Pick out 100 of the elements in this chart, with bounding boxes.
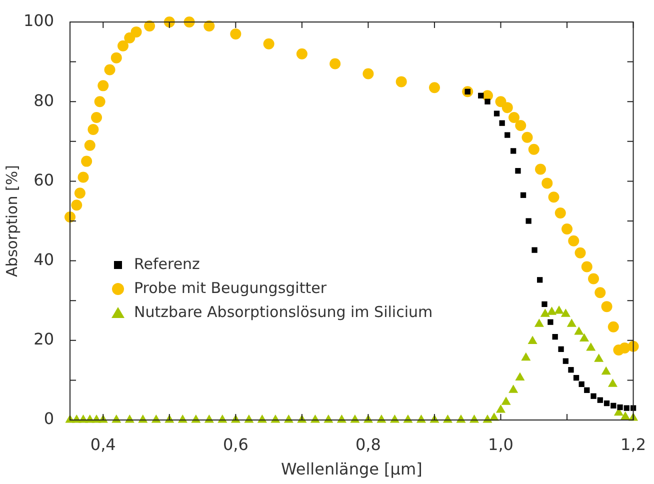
point bbox=[124, 414, 134, 423]
point bbox=[568, 367, 574, 373]
point bbox=[579, 333, 589, 342]
y-tick-label: 0 bbox=[44, 409, 54, 428]
point bbox=[403, 414, 413, 423]
point bbox=[535, 164, 546, 175]
point bbox=[573, 374, 580, 381]
point bbox=[548, 319, 554, 325]
point bbox=[71, 200, 82, 211]
point bbox=[494, 110, 500, 116]
x-axis-title: Wellenlänge [µm] bbox=[280, 460, 422, 479]
point bbox=[542, 178, 553, 189]
point bbox=[620, 411, 630, 420]
point bbox=[204, 414, 214, 423]
y-tick-label: 100 bbox=[23, 11, 54, 30]
point bbox=[604, 400, 610, 406]
x-tick-label: 0,6 bbox=[222, 434, 248, 454]
point bbox=[442, 414, 452, 423]
x-tick-label: 0,4 bbox=[90, 434, 116, 454]
point bbox=[478, 92, 484, 98]
point bbox=[594, 287, 606, 298]
y-axis-title: Absorption [%] bbox=[2, 165, 21, 277]
point bbox=[501, 396, 511, 405]
point bbox=[521, 352, 531, 361]
point bbox=[124, 32, 136, 44]
point bbox=[78, 172, 89, 183]
point bbox=[574, 326, 584, 335]
point bbox=[508, 112, 520, 124]
point bbox=[528, 144, 540, 155]
point bbox=[104, 64, 116, 76]
point bbox=[504, 132, 510, 138]
point bbox=[416, 414, 426, 423]
point bbox=[584, 387, 590, 393]
point bbox=[601, 301, 612, 312]
point bbox=[594, 354, 604, 362]
legend-label: Nutzbare Absorptionslösung im Silicium bbox=[134, 302, 433, 321]
point bbox=[597, 397, 603, 403]
point bbox=[91, 112, 102, 124]
point bbox=[81, 156, 92, 167]
point bbox=[112, 414, 122, 423]
point bbox=[510, 148, 516, 154]
point bbox=[520, 192, 526, 198]
legend-label: Referenz bbox=[134, 254, 200, 273]
point bbox=[590, 393, 596, 399]
point bbox=[230, 28, 242, 40]
point bbox=[515, 168, 521, 174]
point bbox=[574, 247, 586, 258]
point bbox=[191, 414, 201, 423]
point bbox=[151, 414, 161, 423]
point bbox=[257, 414, 267, 423]
point bbox=[608, 321, 619, 332]
point bbox=[330, 58, 341, 70]
point bbox=[390, 414, 400, 423]
point bbox=[130, 26, 142, 38]
point bbox=[484, 98, 490, 104]
point bbox=[558, 346, 564, 352]
point bbox=[515, 372, 525, 381]
point bbox=[244, 414, 254, 423]
y-tick-label: 60 bbox=[34, 170, 54, 190]
point bbox=[178, 414, 188, 423]
point bbox=[547, 306, 557, 315]
point bbox=[515, 120, 526, 131]
point bbox=[296, 48, 308, 60]
point bbox=[554, 208, 566, 219]
point bbox=[84, 140, 96, 151]
point bbox=[88, 124, 99, 135]
point bbox=[496, 404, 506, 413]
point bbox=[94, 96, 106, 108]
point bbox=[532, 247, 538, 253]
point bbox=[624, 405, 630, 411]
point bbox=[499, 120, 505, 126]
point bbox=[542, 301, 548, 308]
point bbox=[522, 132, 533, 143]
point bbox=[310, 414, 320, 423]
point bbox=[270, 414, 280, 423]
x-tick-label: 1,2 bbox=[620, 434, 646, 454]
point bbox=[534, 318, 544, 327]
point bbox=[566, 318, 576, 327]
point bbox=[218, 414, 228, 423]
point bbox=[110, 52, 122, 64]
point bbox=[74, 188, 86, 199]
point bbox=[552, 334, 558, 340]
point bbox=[562, 358, 569, 364]
point bbox=[610, 402, 616, 408]
y-tick-label: 40 bbox=[34, 250, 54, 269]
point bbox=[588, 273, 600, 284]
point bbox=[560, 308, 570, 317]
point bbox=[362, 68, 374, 80]
point bbox=[263, 38, 274, 50]
point bbox=[284, 414, 294, 423]
point bbox=[98, 80, 109, 92]
point bbox=[204, 20, 215, 32]
point bbox=[144, 20, 156, 32]
y-tick-label: 80 bbox=[34, 90, 54, 110]
legend-label: Probe mit Beugungsgitter bbox=[134, 278, 328, 297]
point bbox=[526, 218, 532, 224]
point bbox=[617, 404, 623, 410]
point bbox=[568, 235, 580, 246]
x-tick-label: 1,0 bbox=[488, 434, 514, 454]
point bbox=[581, 261, 592, 272]
